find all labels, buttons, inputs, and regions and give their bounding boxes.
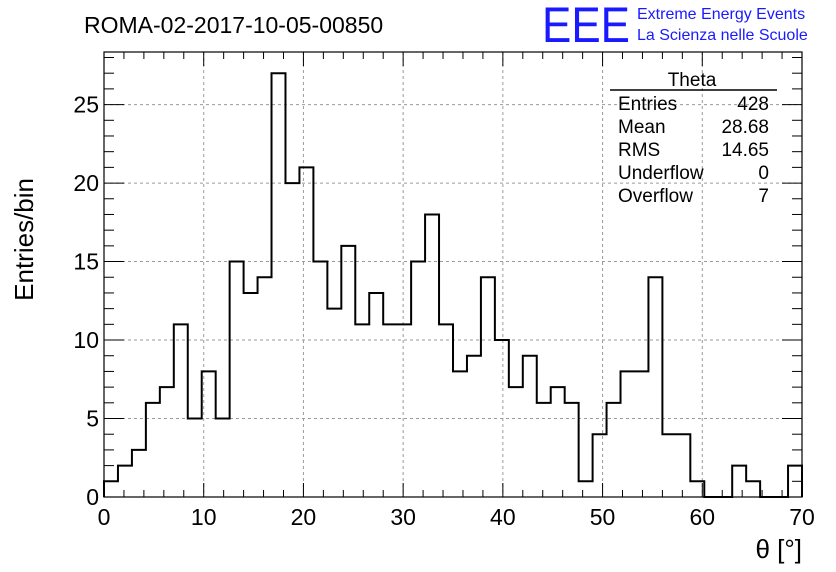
stats-box: Theta Entries 428 Mean 28.68 RMS 14.65 Underfl… — [610, 70, 777, 207]
y-tick-label: 5 — [86, 406, 99, 432]
stats-row-value: 7 — [758, 186, 769, 207]
stats-row-value: 428 — [737, 94, 769, 115]
stats-name: Theta — [668, 70, 717, 91]
histogram-line — [103, 72, 803, 498]
stats-row-label: RMS — [618, 140, 660, 161]
run-title: ROMA-02-2017-10-05-00850 — [84, 12, 383, 38]
x-axis-label: θ [°] — [755, 534, 802, 564]
stats-row-label: Overflow — [618, 186, 693, 207]
x-tick-label: 70 — [789, 504, 815, 530]
logo-line-1: Extreme Energy Events — [637, 6, 805, 23]
stats-row-value: 14.65 — [721, 140, 769, 161]
stats-row-label: Underflow — [618, 163, 704, 184]
axis-ticks — [103, 52, 803, 498]
y-tick-label: 10 — [73, 327, 99, 353]
eee-logo: EEE — [542, 0, 630, 53]
plot-frame — [103, 51, 803, 498]
y-tick-label: 25 — [73, 92, 99, 118]
x-tick-label: 30 — [390, 504, 416, 530]
x-tick-label: 10 — [191, 504, 217, 530]
x-tick-label: 40 — [490, 504, 516, 530]
y-axis-label: Entries/bin — [9, 178, 39, 301]
y-tick-label: 15 — [73, 249, 99, 275]
logo-line-2: La Scienza nelle Scuole — [637, 27, 808, 44]
x-tick-label: 0 — [98, 504, 111, 530]
x-tick-label: 50 — [590, 504, 616, 530]
stats-row-value: 0 — [758, 163, 769, 184]
x-tick-label: 60 — [689, 504, 715, 530]
y-tick-label: 20 — [73, 170, 99, 196]
stats-row-value: 28.68 — [721, 117, 769, 138]
stats-row-label: Mean — [618, 117, 666, 138]
stats-row-label: Entries — [618, 94, 677, 115]
grid-lines — [104, 52, 802, 497]
x-tick-label: 20 — [291, 504, 317, 530]
y-tick-label: 0 — [86, 484, 99, 510]
